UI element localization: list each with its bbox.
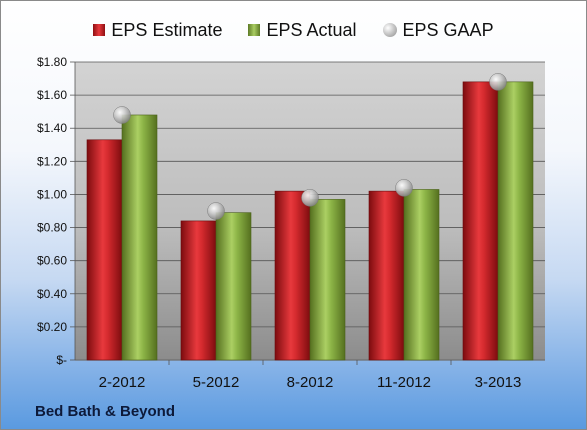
x-tick-label: 2-2012 — [99, 374, 146, 391]
marker-eps-gaap — [113, 106, 131, 124]
y-tick-label: $1.00 — [37, 187, 67, 201]
x-axis: 2-2012 5-2012 8-2012 11-2012 3-2013 — [99, 360, 522, 391]
bar-eps-actual — [403, 189, 440, 361]
marker-eps-gaap — [207, 202, 225, 220]
y-tick-label: $1.80 — [37, 55, 67, 69]
legend-item-eps-gaap: EPS GAAP — [382, 19, 494, 41]
y-tick-label: $0.80 — [37, 221, 67, 235]
marker-eps-gaap — [395, 179, 413, 197]
legend-swatch-eps-gaap — [382, 23, 397, 37]
bar-eps-estimate — [368, 190, 405, 361]
legend: EPS Estimate EPS Actual EPS GAAP — [1, 17, 586, 43]
bar-eps-actual — [309, 199, 346, 361]
legend-swatch-eps-actual — [248, 24, 261, 36]
bar-eps-actual — [121, 114, 158, 361]
bar-eps-actual — [215, 212, 252, 361]
legend-label-eps-actual: EPS Actual — [266, 19, 357, 40]
y-tick-label: $1.40 — [37, 121, 67, 135]
bar-eps-actual — [497, 81, 534, 361]
x-tick-label: 8-2012 — [287, 374, 334, 391]
y-tick-label: $0.60 — [37, 254, 67, 268]
legend-label-eps-estimate: EPS Estimate — [111, 19, 223, 40]
y-tick-label: $0.20 — [37, 320, 67, 334]
marker-eps-gaap — [489, 73, 507, 91]
bars — [86, 73, 534, 361]
company-name: Bed Bath & Beyond — [35, 403, 176, 420]
x-tick-label: 5-2012 — [193, 374, 240, 391]
bar-eps-estimate — [180, 220, 217, 361]
marker-eps-gaap — [301, 189, 319, 207]
bar-eps-estimate — [86, 139, 123, 361]
legend-item-eps-actual: EPS Actual — [248, 19, 357, 41]
y-tick-label: $0.40 — [37, 287, 67, 301]
y-tick-label: $1.20 — [37, 154, 67, 168]
legend-swatch-eps-estimate — [93, 24, 106, 36]
legend-item-eps-estimate: EPS Estimate — [93, 20, 222, 41]
y-tick-label: $1.60 — [37, 88, 67, 102]
y-tick-label: $- — [56, 353, 67, 367]
bar-eps-estimate — [462, 81, 499, 361]
x-tick-label: 11-2012 — [377, 374, 431, 391]
bar-eps-estimate — [274, 190, 311, 361]
y-axis: $- $0.20 $0.40 $0.60 $0.80 $1.00 $1.20 $1.40 $1.… — [37, 55, 76, 367]
legend-label-eps-gaap: EPS GAAP — [402, 19, 494, 40]
x-tick-label: 3-2013 — [475, 374, 522, 391]
